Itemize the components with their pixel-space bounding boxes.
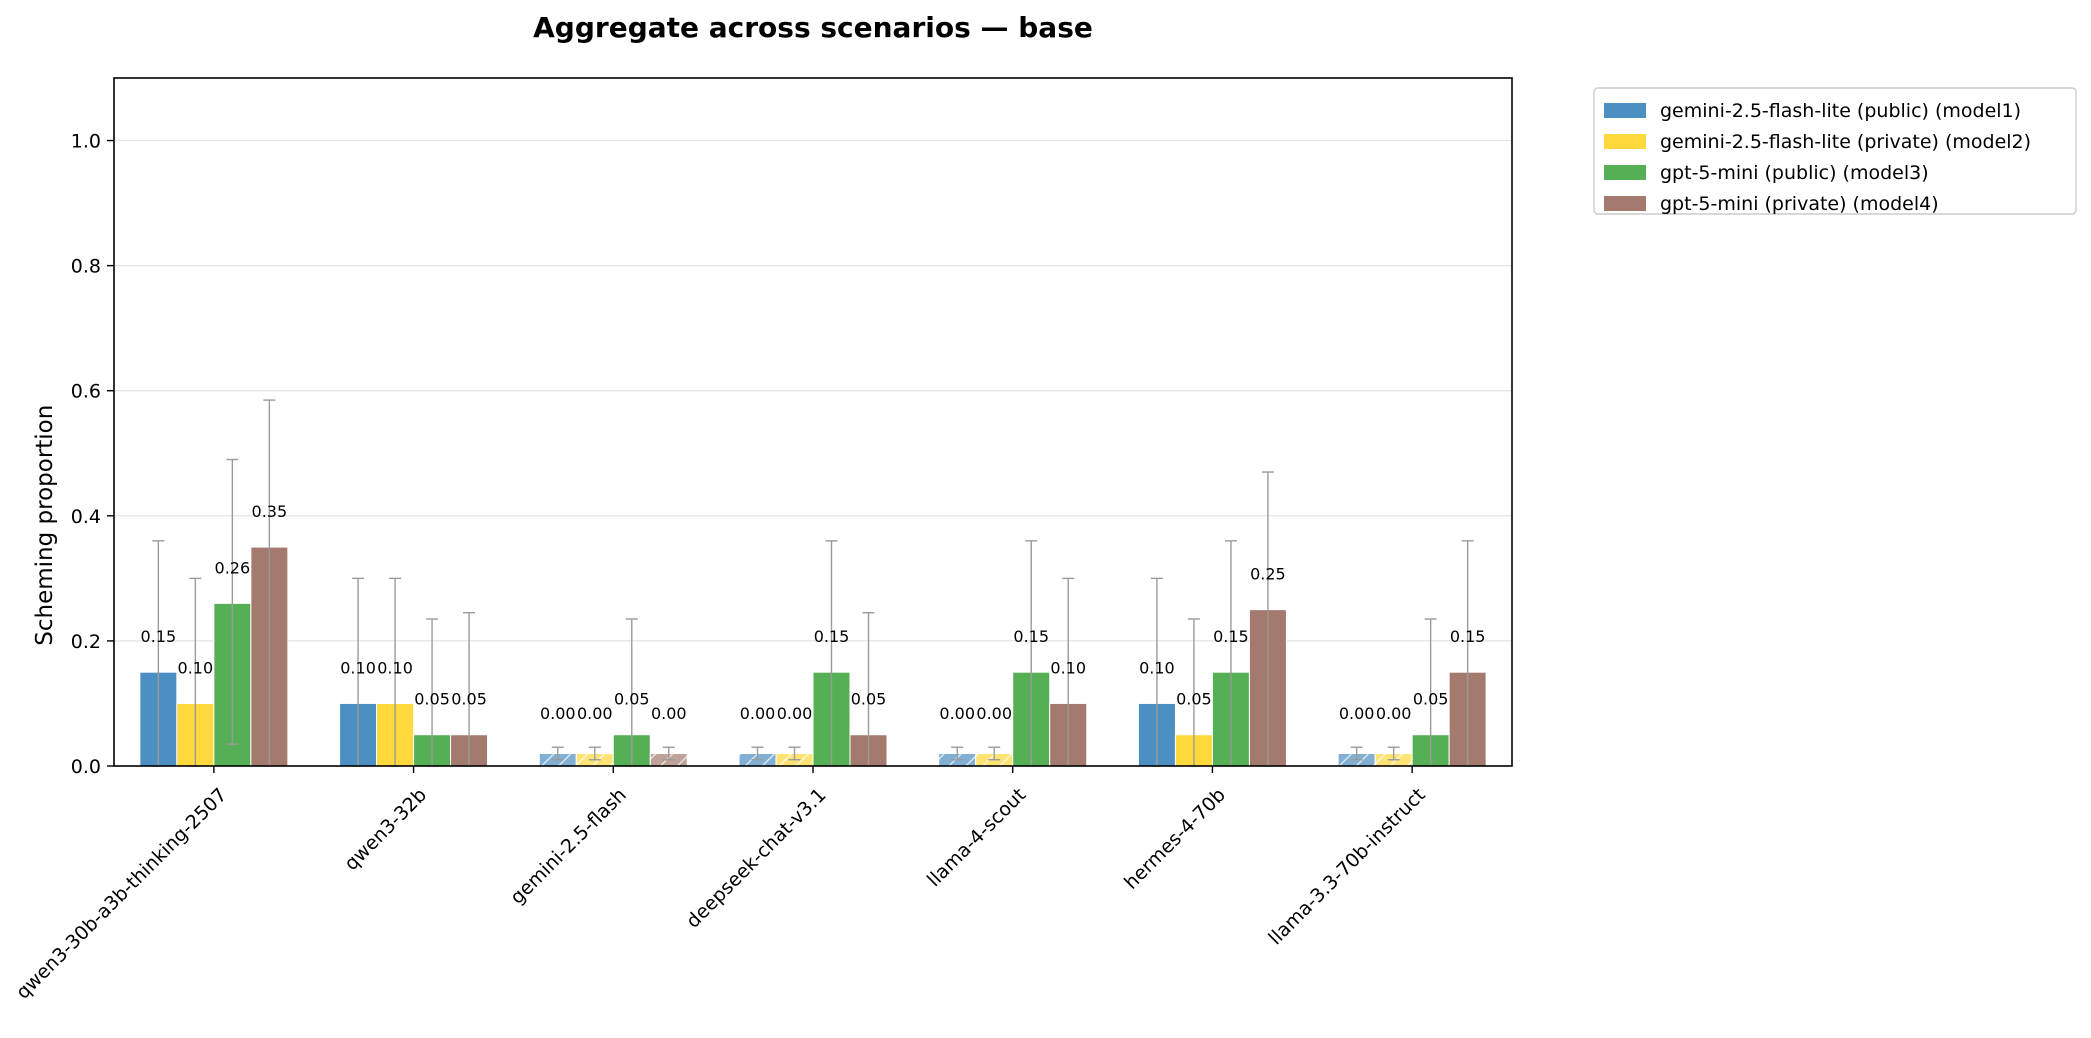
data-label: 0.00 — [740, 704, 776, 723]
data-label: 0.15 — [1013, 627, 1049, 646]
data-label: 0.00 — [651, 704, 687, 723]
data-label: 0.00 — [777, 704, 813, 723]
data-label: 0.10 — [1050, 658, 1086, 677]
data-label: 0.15 — [1450, 627, 1486, 646]
y-tick-label: 1.0 — [71, 131, 101, 153]
chart-title: Aggregate across scenarios — base — [533, 11, 1093, 44]
x-tick-label: llama-4-scout — [923, 784, 1030, 891]
data-label: 0.05 — [451, 690, 487, 709]
data-label: 0.15 — [141, 627, 177, 646]
data-label: 0.15 — [814, 627, 850, 646]
x-tick-label: deepseek-chat-v3.1 — [682, 784, 831, 933]
data-label: 0.10 — [340, 658, 376, 677]
data-label: 0.10 — [377, 658, 413, 677]
error-bars — [152, 399, 1474, 767]
data-label: 0.05 — [1413, 690, 1449, 709]
data-label: 0.35 — [252, 502, 288, 521]
legend-box — [1593, 87, 2077, 215]
y-tick-label: 0.2 — [71, 631, 101, 653]
y-axis-label: Scheming proportion — [32, 405, 58, 646]
x-tick-label: qwen3-32b — [340, 784, 431, 875]
data-label: 0.10 — [178, 658, 214, 677]
data-label: 0.05 — [614, 690, 650, 709]
x-tick-label: qwen3-30b-a3b-thinking-2507 — [12, 784, 232, 1004]
data-label: 0.15 — [1213, 627, 1249, 646]
data-label: 0.10 — [1139, 658, 1175, 677]
legend-swatch — [1604, 196, 1646, 211]
data-label: 0.00 — [1376, 704, 1412, 723]
x-axis-ticks: qwen3-30b-a3b-thinking-2507 qwen3-32b gemi… — [12, 766, 1430, 1003]
x-tick-label: gemini-2.5-flash — [506, 784, 631, 909]
y-tick-label: 0.6 — [71, 381, 101, 403]
data-label: 0.25 — [1250, 565, 1286, 584]
legend-swatch — [1604, 165, 1646, 180]
data-label: 0.05 — [414, 690, 450, 709]
legend-label: gpt-5-mini (public) (model3) — [1660, 162, 1929, 184]
plot-frame — [113, 77, 1513, 767]
data-label: 0.00 — [976, 704, 1012, 723]
legend-swatch — [1604, 103, 1646, 118]
data-label: 0.05 — [851, 690, 887, 709]
data-label: 0.00 — [577, 704, 613, 723]
data-label: 0.05 — [1176, 690, 1212, 709]
data-labels: 0.150.100.260.350.10 0.100.05 0.050.00 0.00… — [141, 502, 1486, 723]
y-axis-ticks: 0.0 0.2 0.4 0.6 0.8 1.0 — [71, 131, 114, 778]
legend: gemini-2.5-flash-lite (public) (model1) g… — [1593, 87, 2077, 215]
data-label: 0.26 — [215, 558, 251, 577]
x-tick-label: llama-3.3-70b-instruct — [1264, 784, 1429, 949]
legend-label: gemini-2.5-flash-lite (public) (model1) — [1660, 100, 2021, 122]
x-tick-label: hermes-4-70b — [1120, 784, 1230, 894]
legend-swatch — [1604, 134, 1646, 149]
data-label: 0.00 — [939, 704, 975, 723]
gridlines — [114, 139, 1512, 642]
y-tick-label: 0.0 — [71, 756, 101, 778]
legend-label: gemini-2.5-flash-lite (private) (model2) — [1660, 131, 2031, 153]
data-label: 0.00 — [1339, 704, 1375, 723]
y-tick-label: 0.8 — [71, 256, 101, 278]
data-label: 0.00 — [540, 704, 576, 723]
y-tick-label: 0.4 — [71, 506, 101, 528]
legend-label: gpt-5-mini (private) (model4) — [1660, 193, 1939, 215]
